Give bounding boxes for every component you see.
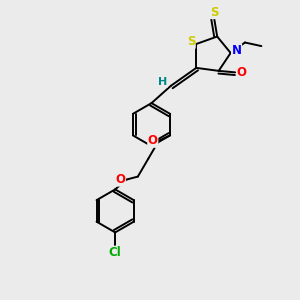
Text: Cl: Cl	[109, 246, 122, 259]
Text: O: O	[116, 173, 125, 186]
Text: S: S	[187, 35, 195, 48]
Text: H: H	[158, 77, 167, 87]
Text: O: O	[237, 66, 247, 79]
Text: N: N	[232, 44, 242, 57]
Text: S: S	[210, 5, 218, 19]
Text: O: O	[148, 134, 158, 147]
